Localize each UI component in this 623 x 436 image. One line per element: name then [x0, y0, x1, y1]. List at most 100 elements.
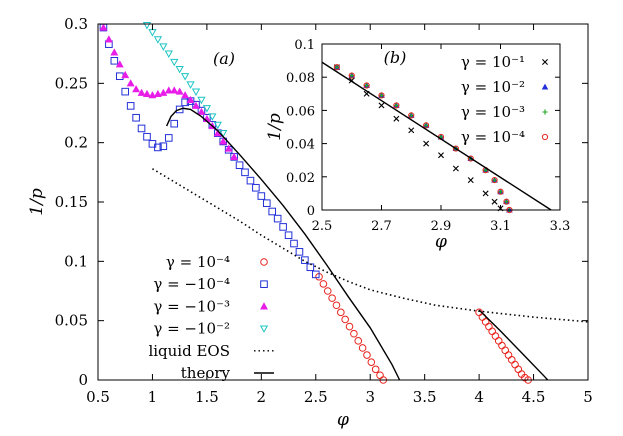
data-point	[491, 198, 498, 205]
x-tick-label: 5	[583, 388, 593, 406]
y-tick-label: 0.1	[294, 38, 315, 53]
data-point	[497, 189, 504, 195]
data-point	[337, 308, 345, 317]
data-point	[175, 105, 184, 114]
data-point	[452, 145, 459, 152]
data-point	[423, 122, 429, 128]
legend-marker	[260, 258, 268, 266]
data-point	[482, 190, 489, 197]
data-point	[170, 86, 179, 94]
data-point	[154, 143, 162, 152]
data-point	[408, 112, 415, 119]
data-point	[121, 87, 130, 96]
data-point	[511, 360, 519, 369]
legend-marker	[260, 302, 268, 310]
data-point	[164, 134, 173, 142]
data-point	[497, 188, 504, 195]
data-point	[257, 192, 266, 200]
theory-curve	[478, 309, 549, 381]
data-point	[273, 214, 282, 223]
data-point	[104, 35, 113, 43]
data-point	[504, 351, 513, 359]
data-point	[143, 132, 151, 141]
x-tick-label: 3.5	[413, 388, 437, 406]
data-point	[319, 280, 328, 288]
data-point	[333, 64, 340, 71]
data-point	[186, 95, 195, 103]
data-point	[115, 60, 124, 68]
data-point	[268, 207, 277, 216]
x-tick-label: 2	[257, 388, 267, 406]
data-point	[262, 199, 271, 207]
legend-marker	[542, 109, 548, 115]
x-tick-label: 2.5	[312, 219, 333, 234]
legend-marker	[260, 280, 268, 288]
data-point	[332, 301, 341, 310]
data-point	[213, 121, 222, 130]
data-point	[350, 329, 358, 338]
data-point	[115, 72, 124, 81]
data-point	[186, 81, 195, 89]
data-point	[408, 127, 415, 134]
data-point	[323, 287, 332, 295]
data-point	[501, 346, 510, 355]
y-tick-label: 0.06	[286, 104, 315, 119]
panel-label: (a)	[213, 49, 235, 68]
data-point	[110, 48, 119, 56]
legend-label: theory	[181, 364, 231, 382]
data-point	[367, 358, 376, 367]
liquid-eos-curve	[152, 168, 589, 323]
data-point	[219, 130, 228, 138]
data-point	[408, 112, 414, 118]
theory-curve	[321, 61, 552, 211]
data-point	[393, 102, 400, 109]
plot-background	[322, 44, 560, 210]
data-point	[137, 88, 146, 96]
data-point	[423, 122, 430, 129]
data-point	[295, 248, 304, 256]
legend-marker	[541, 83, 549, 90]
y-tick-label: 0.1	[64, 252, 88, 270]
data-point	[159, 88, 168, 96]
legend-label: γ = −10⁻⁴	[153, 275, 230, 293]
data-point	[378, 92, 385, 99]
data-point	[153, 36, 163, 44]
data-point	[241, 168, 249, 177]
data-point	[514, 365, 523, 374]
x-tick-label: 2.9	[431, 219, 452, 234]
data-point	[363, 82, 370, 89]
data-point	[126, 79, 135, 87]
data-point	[494, 337, 503, 345]
x-tick-label: 3.1	[490, 219, 511, 234]
main-panel: 0.5 1 1.5 2 2.5 3 3.5 4 4.5 5 0 0.05 0.1 0.15 0.2 0.25 0…	[27, 15, 593, 430]
data-point	[301, 256, 309, 264]
data-point	[306, 263, 315, 272]
data-point	[121, 70, 130, 79]
data-point	[507, 356, 516, 364]
data-point	[491, 177, 498, 184]
data-point	[485, 322, 493, 331]
data-point	[378, 102, 385, 109]
data-point	[164, 86, 173, 94]
data-point	[393, 102, 399, 109]
legend-label: γ = 10⁻²	[461, 78, 525, 96]
x-tick-label: 1	[148, 388, 158, 406]
data-point	[181, 91, 190, 99]
data-point	[452, 165, 459, 172]
data-point	[252, 183, 260, 192]
legend-label: liquid EOS	[148, 342, 230, 360]
data-point	[371, 365, 380, 374]
legend-label: γ = 10⁻⁴	[461, 128, 525, 146]
data-point	[202, 105, 212, 113]
x-tick-label: 1.5	[195, 388, 219, 406]
data-point	[99, 23, 108, 31]
data-point	[503, 198, 510, 205]
y-tick-label: 0.25	[55, 74, 88, 92]
data-point	[142, 22, 152, 30]
data-point	[467, 177, 474, 184]
data-point	[170, 119, 179, 128]
y-tick-label: 0	[307, 204, 315, 219]
data-point	[364, 82, 370, 89]
data-point	[208, 113, 217, 121]
legend-label: γ = 10⁻⁴	[166, 253, 230, 271]
